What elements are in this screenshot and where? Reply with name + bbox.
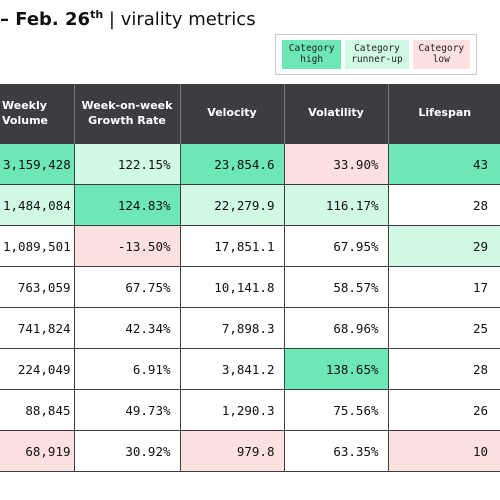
table-row[interactable]: 741,824 42.34% 7,898.3 68.96% 25 <box>0 307 500 349</box>
cell-volatility: 68.96% <box>283 307 389 349</box>
cell-growth-rate: 30.92% <box>73 430 181 472</box>
cell-volatility: 58.57% <box>283 266 389 308</box>
cell-lifespan: 25 <box>387 307 500 349</box>
cell-volatility: 63.35% <box>283 430 389 472</box>
cell-lifespan: 28 <box>387 348 500 390</box>
cell-volatility: 67.95% <box>283 225 389 267</box>
cell-weekly-volume: 763,059 <box>0 266 75 308</box>
title-date: – Feb. 26th <box>0 8 104 30</box>
title-date-text: – Feb. 26 <box>0 9 91 30</box>
table-row[interactable]: 224,049 6.91% 3,841.2 138.65% 28 <box>0 348 500 390</box>
cell-growth-rate: 67.75% <box>73 266 181 308</box>
column-header-weekly-volume[interactable]: Weekly Volume <box>0 84 74 144</box>
cell-velocity: 1,290.3 <box>179 389 285 431</box>
legend-item-high: Category high <box>282 40 342 69</box>
metrics-table: Weekly Volume Week-on-week Growth Rate V… <box>0 84 500 472</box>
cell-volatility: 33.90% <box>283 143 389 185</box>
cell-velocity: 10,141.8 <box>179 266 285 308</box>
cell-growth-rate: 122.15% <box>73 143 181 185</box>
legend-item-low: Category low <box>412 40 470 69</box>
cell-volatility: 75.56% <box>283 389 389 431</box>
cell-velocity: 23,854.6 <box>179 143 285 185</box>
cell-lifespan: 29 <box>387 225 500 267</box>
cell-lifespan: 17 <box>387 266 500 308</box>
cell-weekly-volume: 1,484,084 <box>0 184 75 226</box>
table-row[interactable]: 1,089,501 -13.50% 17,851.1 67.95% 29 <box>0 225 500 267</box>
table-row[interactable]: 1,484,084 124.83% 22,279.9 116.17% 28 <box>0 184 500 226</box>
category-legend: Category high Category runner-up Categor… <box>275 34 477 75</box>
cell-lifespan: 26 <box>387 389 500 431</box>
cell-growth-rate: 6.91% <box>73 348 181 390</box>
table-row[interactable]: 763,059 67.75% 10,141.8 58.57% 17 <box>0 266 500 308</box>
cell-velocity: 3,841.2 <box>179 348 285 390</box>
table-header: Weekly Volume Week-on-week Growth Rate V… <box>0 84 500 144</box>
cell-velocity: 7,898.3 <box>179 307 285 349</box>
column-header-velocity[interactable]: Velocity <box>179 84 284 144</box>
cell-volatility: 116.17% <box>283 184 389 226</box>
column-header-lifespan[interactable]: Lifespan <box>387 84 500 144</box>
cell-growth-rate: 49.73% <box>73 389 181 431</box>
cell-lifespan: 10 <box>387 430 500 472</box>
cell-growth-rate: 42.34% <box>73 307 181 349</box>
column-header-volatility[interactable]: Volatility <box>283 84 388 144</box>
cell-lifespan: 28 <box>387 184 500 226</box>
page-title: – Feb. 26th | virality metrics <box>0 8 256 30</box>
title-date-suffix: th <box>90 8 104 21</box>
table-header-row: Weekly Volume Week-on-week Growth Rate V… <box>0 84 500 144</box>
cell-weekly-volume: 1,089,501 <box>0 225 75 267</box>
cell-lifespan: 43 <box>387 143 500 185</box>
table-row[interactable]: 88,845 49.73% 1,290.3 75.56% 26 <box>0 389 500 431</box>
table-row[interactable]: 68,919 30.92% 979.8 63.35% 10 <box>0 430 500 472</box>
cell-weekly-volume: 68,919 <box>0 430 75 472</box>
cell-velocity: 979.8 <box>179 430 285 472</box>
title-subtitle: | virality metrics <box>108 9 256 30</box>
cell-weekly-volume: 88,845 <box>0 389 75 431</box>
table-body: 3,159,428 122.15% 23,854.6 33.90% 43 1,484,08… <box>0 143 500 472</box>
table-row[interactable]: 3,159,428 122.15% 23,854.6 33.90% 43 <box>0 143 500 185</box>
cell-weekly-volume: 741,824 <box>0 307 75 349</box>
cell-velocity: 22,279.9 <box>179 184 285 226</box>
cell-velocity: 17,851.1 <box>179 225 285 267</box>
cell-growth-rate: 124.83% <box>73 184 181 226</box>
cell-weekly-volume: 3,159,428 <box>0 143 75 185</box>
cell-weekly-volume: 224,049 <box>0 348 75 390</box>
column-header-growth-rate[interactable]: Week-on-week Growth Rate <box>73 84 180 144</box>
cell-volatility: 138.65% <box>283 348 389 390</box>
legend-item-runner-up: Category runner-up <box>345 40 409 69</box>
cell-growth-rate: -13.50% <box>73 225 181 267</box>
